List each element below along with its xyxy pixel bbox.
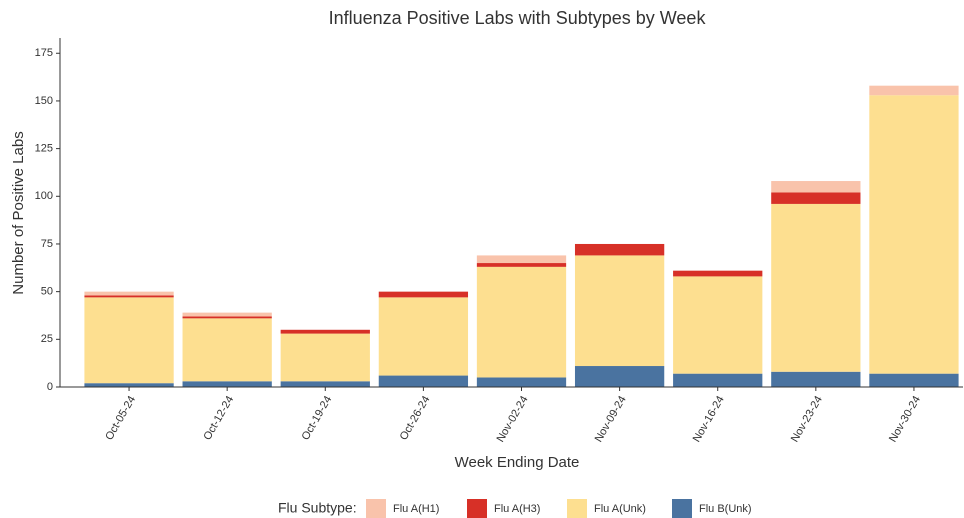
bar-segment [574, 255, 665, 367]
x-tick-label: Nov-23-24 [789, 394, 825, 444]
y-tick-label: 125 [35, 143, 53, 155]
y-tick-label: 175 [35, 47, 53, 59]
bar-segment [378, 291, 469, 298]
x-tick-label: Oct-05-24 [103, 394, 138, 442]
bar-segment [280, 333, 370, 382]
bar-segment [476, 255, 567, 264]
bar-segment [869, 85, 959, 96]
x-tick-label: Oct-26-24 [398, 394, 433, 442]
y-tick-label: 0 [47, 381, 53, 393]
bar-segment [182, 316, 272, 319]
bar-segment [771, 371, 861, 387]
x-tick-label: Nov-02-24 [495, 394, 531, 444]
x-tick-label: Nov-16-24 [691, 394, 727, 444]
bar-segment [771, 203, 861, 372]
legend-title: Flu Subtype: [278, 500, 357, 516]
bar-segment [182, 381, 272, 387]
bar-segment [280, 381, 370, 387]
legend-swatch [672, 499, 692, 518]
bar-segment [182, 318, 272, 382]
y-axis-label: Number of Positive Labs [10, 131, 27, 294]
bar-segment [476, 266, 567, 378]
bar-segment [84, 291, 174, 296]
x-axis-label: Week Ending Date [455, 454, 580, 471]
bar-segment [84, 383, 174, 387]
legend-label: Flu A(Unk) [594, 503, 646, 515]
bar-segment [574, 243, 665, 256]
chart-title: Influenza Positive Labs with Subtypes by… [329, 8, 707, 28]
y-tick-label: 100 [35, 190, 53, 202]
bar-segment [869, 95, 959, 374]
bar-segment [476, 263, 567, 267]
y-tick-label: 25 [41, 333, 53, 345]
bar-segment [378, 297, 469, 376]
legend-label: Flu A(H3) [494, 503, 540, 515]
bar-segment [771, 192, 861, 204]
legend-label: Flu B(Unk) [699, 503, 752, 515]
bar-segment [673, 373, 763, 387]
bar-segment [280, 329, 370, 334]
bar-segment [869, 373, 959, 387]
bar-segment [84, 297, 174, 384]
bar-segment [673, 270, 763, 277]
x-tick-label: Nov-30-24 [887, 394, 923, 444]
y-tick-label: 75 [41, 238, 53, 250]
x-tick-label: Oct-12-24 [201, 394, 236, 442]
x-tick-label: Oct-19-24 [300, 394, 335, 442]
legend-swatch [567, 499, 587, 518]
y-tick-label: 150 [35, 95, 53, 107]
bar-segment [476, 377, 567, 387]
bar-segment [182, 312, 272, 317]
bar-segment [574, 366, 665, 387]
bar-segment [771, 181, 861, 193]
y-tick-label: 50 [41, 286, 53, 298]
x-tick-label: Nov-09-24 [593, 394, 629, 444]
bar-segment [84, 295, 174, 298]
legend-swatch [366, 499, 386, 518]
legend-label: Flu A(H1) [393, 503, 439, 515]
legend-swatch [467, 499, 487, 518]
bar-segment [378, 375, 469, 387]
bar-segment [673, 276, 763, 374]
